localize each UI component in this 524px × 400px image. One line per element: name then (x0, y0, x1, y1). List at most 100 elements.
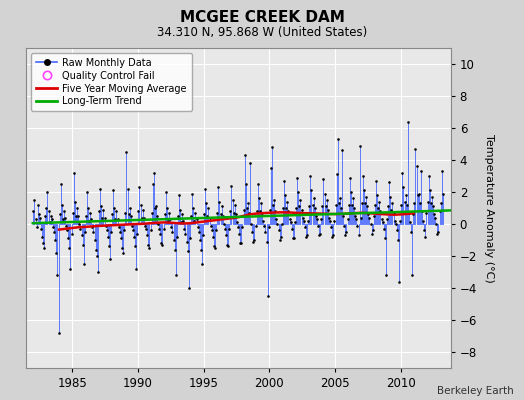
Point (410, 200, 419, 206)
Point (365, 214, 374, 221)
Point (132, 266, 140, 272)
Point (109, 187, 117, 194)
Point (99, 206, 107, 213)
Point (119, 250, 127, 256)
Point (363, 203, 372, 210)
Point (79, 242, 87, 248)
Point (202, 200, 211, 206)
Point (152, 203, 160, 210)
Point (134, 208, 143, 214)
Point (70, 170, 78, 176)
Point (302, 234, 310, 240)
Point (163, 205, 171, 211)
Point (389, 210, 398, 216)
Point (74, 213, 82, 219)
Point (313, 216, 321, 222)
Point (385, 179, 394, 186)
Point (178, 211, 187, 218)
Point (294, 189, 302, 195)
Point (64, 235, 72, 242)
Point (224, 243, 232, 250)
Point (329, 232, 337, 238)
Point (260, 222, 268, 229)
Point (60, 208, 68, 214)
Point (179, 218, 188, 224)
Point (159, 226, 168, 232)
Point (167, 224, 176, 230)
Point (273, 221, 281, 227)
Point (233, 219, 241, 226)
Point (177, 219, 185, 226)
Point (121, 210, 129, 216)
Point (34, 202, 42, 208)
Point (418, 208, 426, 214)
Point (164, 218, 172, 224)
Point (30, 197, 39, 203)
Point (332, 171, 341, 178)
Point (180, 226, 189, 232)
Point (345, 174, 354, 181)
Point (156, 230, 165, 237)
Point (111, 216, 119, 222)
Point (268, 144, 276, 150)
Point (374, 205, 383, 211)
Point (141, 222, 149, 229)
Point (234, 224, 242, 230)
Point (383, 216, 391, 222)
Point (53, 272, 61, 278)
Point (198, 261, 206, 267)
Point (319, 176, 328, 182)
Point (380, 235, 389, 242)
Point (185, 235, 194, 242)
Point (253, 208, 261, 214)
Point (203, 213, 212, 219)
Point (438, 168, 446, 174)
Point (122, 149, 130, 155)
Point (328, 234, 336, 240)
Point (56, 211, 64, 218)
Point (209, 234, 217, 240)
Point (147, 210, 156, 216)
Point (327, 224, 335, 230)
Point (54, 330, 63, 336)
Point (364, 211, 373, 218)
Point (371, 202, 379, 208)
Point (316, 230, 324, 237)
Point (401, 192, 410, 198)
Point (276, 237, 284, 243)
Point (439, 190, 447, 197)
Point (343, 216, 352, 222)
Point (312, 213, 320, 219)
Point (239, 206, 248, 213)
Point (72, 213, 80, 219)
Point (116, 229, 124, 235)
Point (420, 227, 429, 234)
Point (199, 232, 208, 238)
Point (144, 242, 152, 248)
Point (127, 213, 135, 219)
Point (357, 200, 366, 206)
Point (370, 213, 378, 219)
Point (217, 203, 226, 210)
Point (337, 205, 345, 211)
Point (50, 229, 58, 235)
Point (88, 224, 96, 230)
Point (49, 224, 57, 230)
Y-axis label: Temperature Anomaly (°C): Temperature Anomaly (°C) (484, 134, 494, 282)
Point (131, 243, 139, 250)
Point (306, 173, 314, 179)
Point (86, 210, 94, 216)
Point (318, 203, 326, 210)
Point (286, 216, 294, 222)
Point (267, 165, 275, 171)
Point (47, 213, 55, 219)
Point (123, 186, 132, 192)
Point (35, 211, 43, 218)
Point (384, 203, 392, 210)
Point (124, 211, 133, 218)
Point (409, 211, 418, 218)
Point (100, 214, 108, 221)
Point (190, 218, 199, 224)
Point (330, 218, 339, 224)
Point (230, 210, 238, 216)
